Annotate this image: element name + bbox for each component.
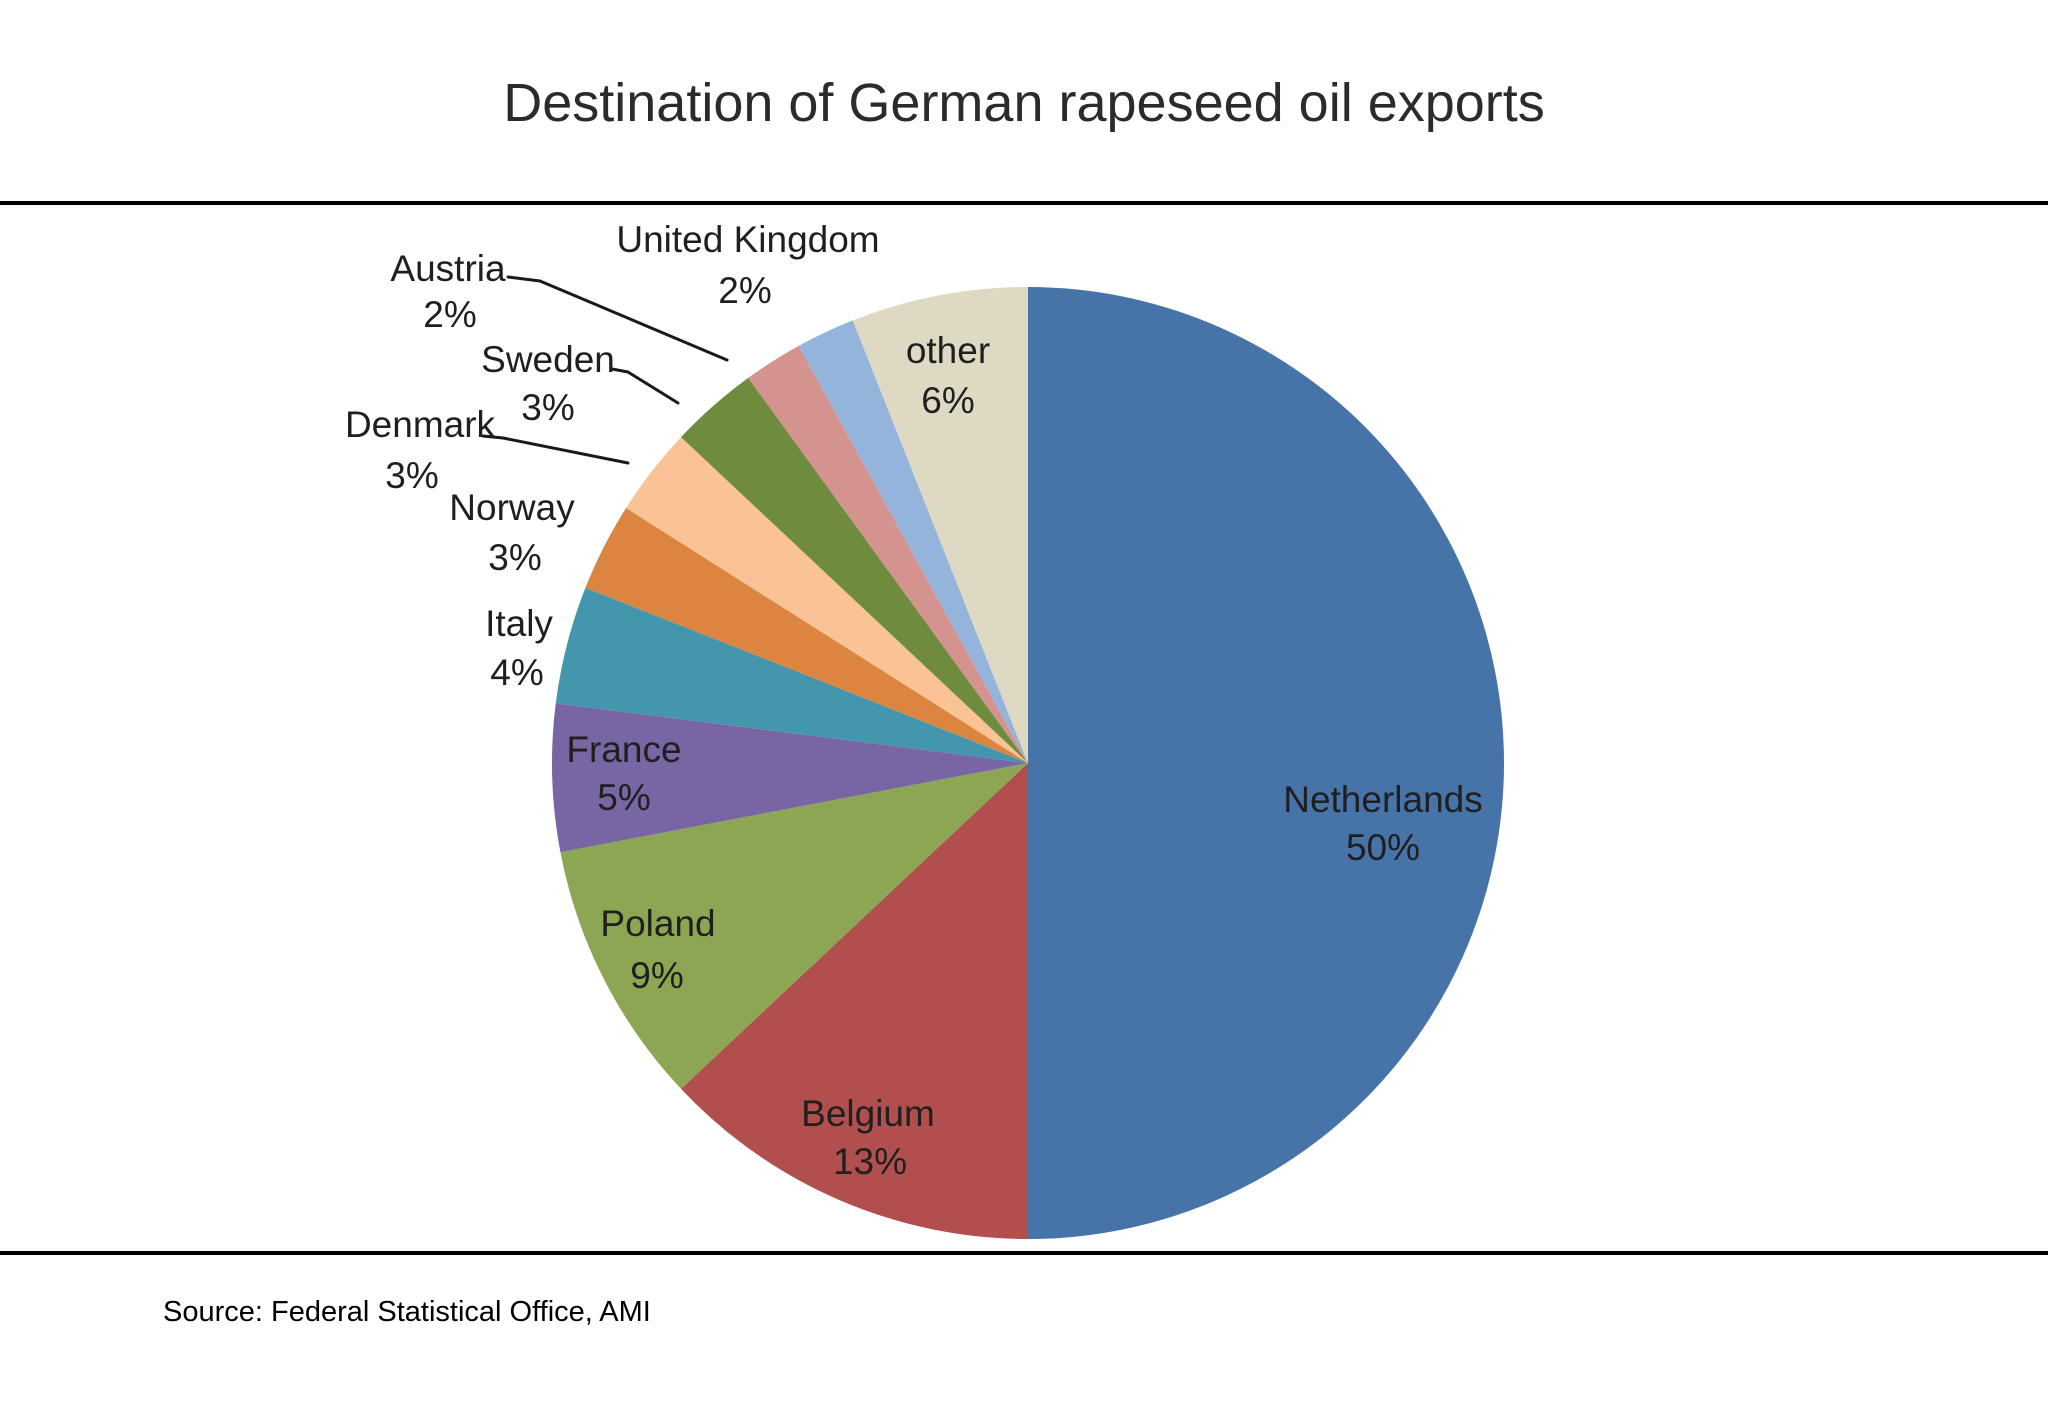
pie-slice-united-kingdom xyxy=(798,320,1028,763)
pie-slice-poland xyxy=(560,763,1028,1089)
slice-label-netherlands: Netherlands xyxy=(1283,779,1483,820)
top-rule xyxy=(0,201,2048,205)
slice-pct-other: 6% xyxy=(921,380,974,421)
slice-pct-netherlands: 50% xyxy=(1346,827,1420,868)
slice-label-sweden: Sweden xyxy=(481,339,615,380)
pie-slice-france xyxy=(551,703,1028,853)
slice-label-austria: Austria xyxy=(390,248,506,289)
pie-slice-denmark xyxy=(626,437,1028,763)
leader-line-austria xyxy=(506,275,729,362)
bottom-rule xyxy=(0,1251,2048,1255)
pie-slice-italy xyxy=(555,587,1028,763)
pie-slice-sweden xyxy=(681,377,1028,763)
slice-pct-italy: 4% xyxy=(490,652,543,693)
slice-label-norway: Norway xyxy=(449,487,575,528)
slice-label-united-kingdom: United Kingdom xyxy=(616,219,879,260)
slice-label-france: France xyxy=(566,729,681,770)
pie-slice-netherlands xyxy=(1028,287,1504,1239)
slice-label-poland: Poland xyxy=(600,903,715,944)
slice-pct-france: 5% xyxy=(597,777,650,818)
pie-slice-other xyxy=(852,287,1028,763)
slice-pct-poland: 9% xyxy=(630,955,683,996)
slice-pct-denmark: 3% xyxy=(385,455,438,496)
slice-label-italy: Italy xyxy=(485,603,553,644)
slice-label-belgium: Belgium xyxy=(801,1093,935,1134)
slice-labels-group: Netherlands 50% Belgium 13% Poland 9% France 5%… xyxy=(345,219,1483,1182)
pie-slice-belgium xyxy=(681,763,1028,1239)
pie-slice-norway xyxy=(585,507,1028,763)
slice-pct-united-kingdom: 2% xyxy=(718,270,771,311)
leader-lines-group xyxy=(481,275,729,465)
slice-label-other: other xyxy=(906,330,990,371)
pie-slices-group xyxy=(551,287,1504,1239)
leader-line-sweden xyxy=(610,367,680,405)
leader-line-denmark xyxy=(481,434,630,465)
source-note: Source: Federal Statistical Office, AMI xyxy=(163,1296,651,1328)
slice-pct-sweden: 3% xyxy=(521,387,574,428)
pie-slice-austria xyxy=(748,345,1028,763)
slice-pct-austria: 2% xyxy=(423,294,476,335)
chart-title: Destination of German rapeseed oil expor… xyxy=(503,73,1545,133)
slice-pct-belgium: 13% xyxy=(833,1141,907,1182)
slice-label-denmark: Denmark xyxy=(345,404,496,445)
slice-pct-norway: 3% xyxy=(488,537,541,578)
